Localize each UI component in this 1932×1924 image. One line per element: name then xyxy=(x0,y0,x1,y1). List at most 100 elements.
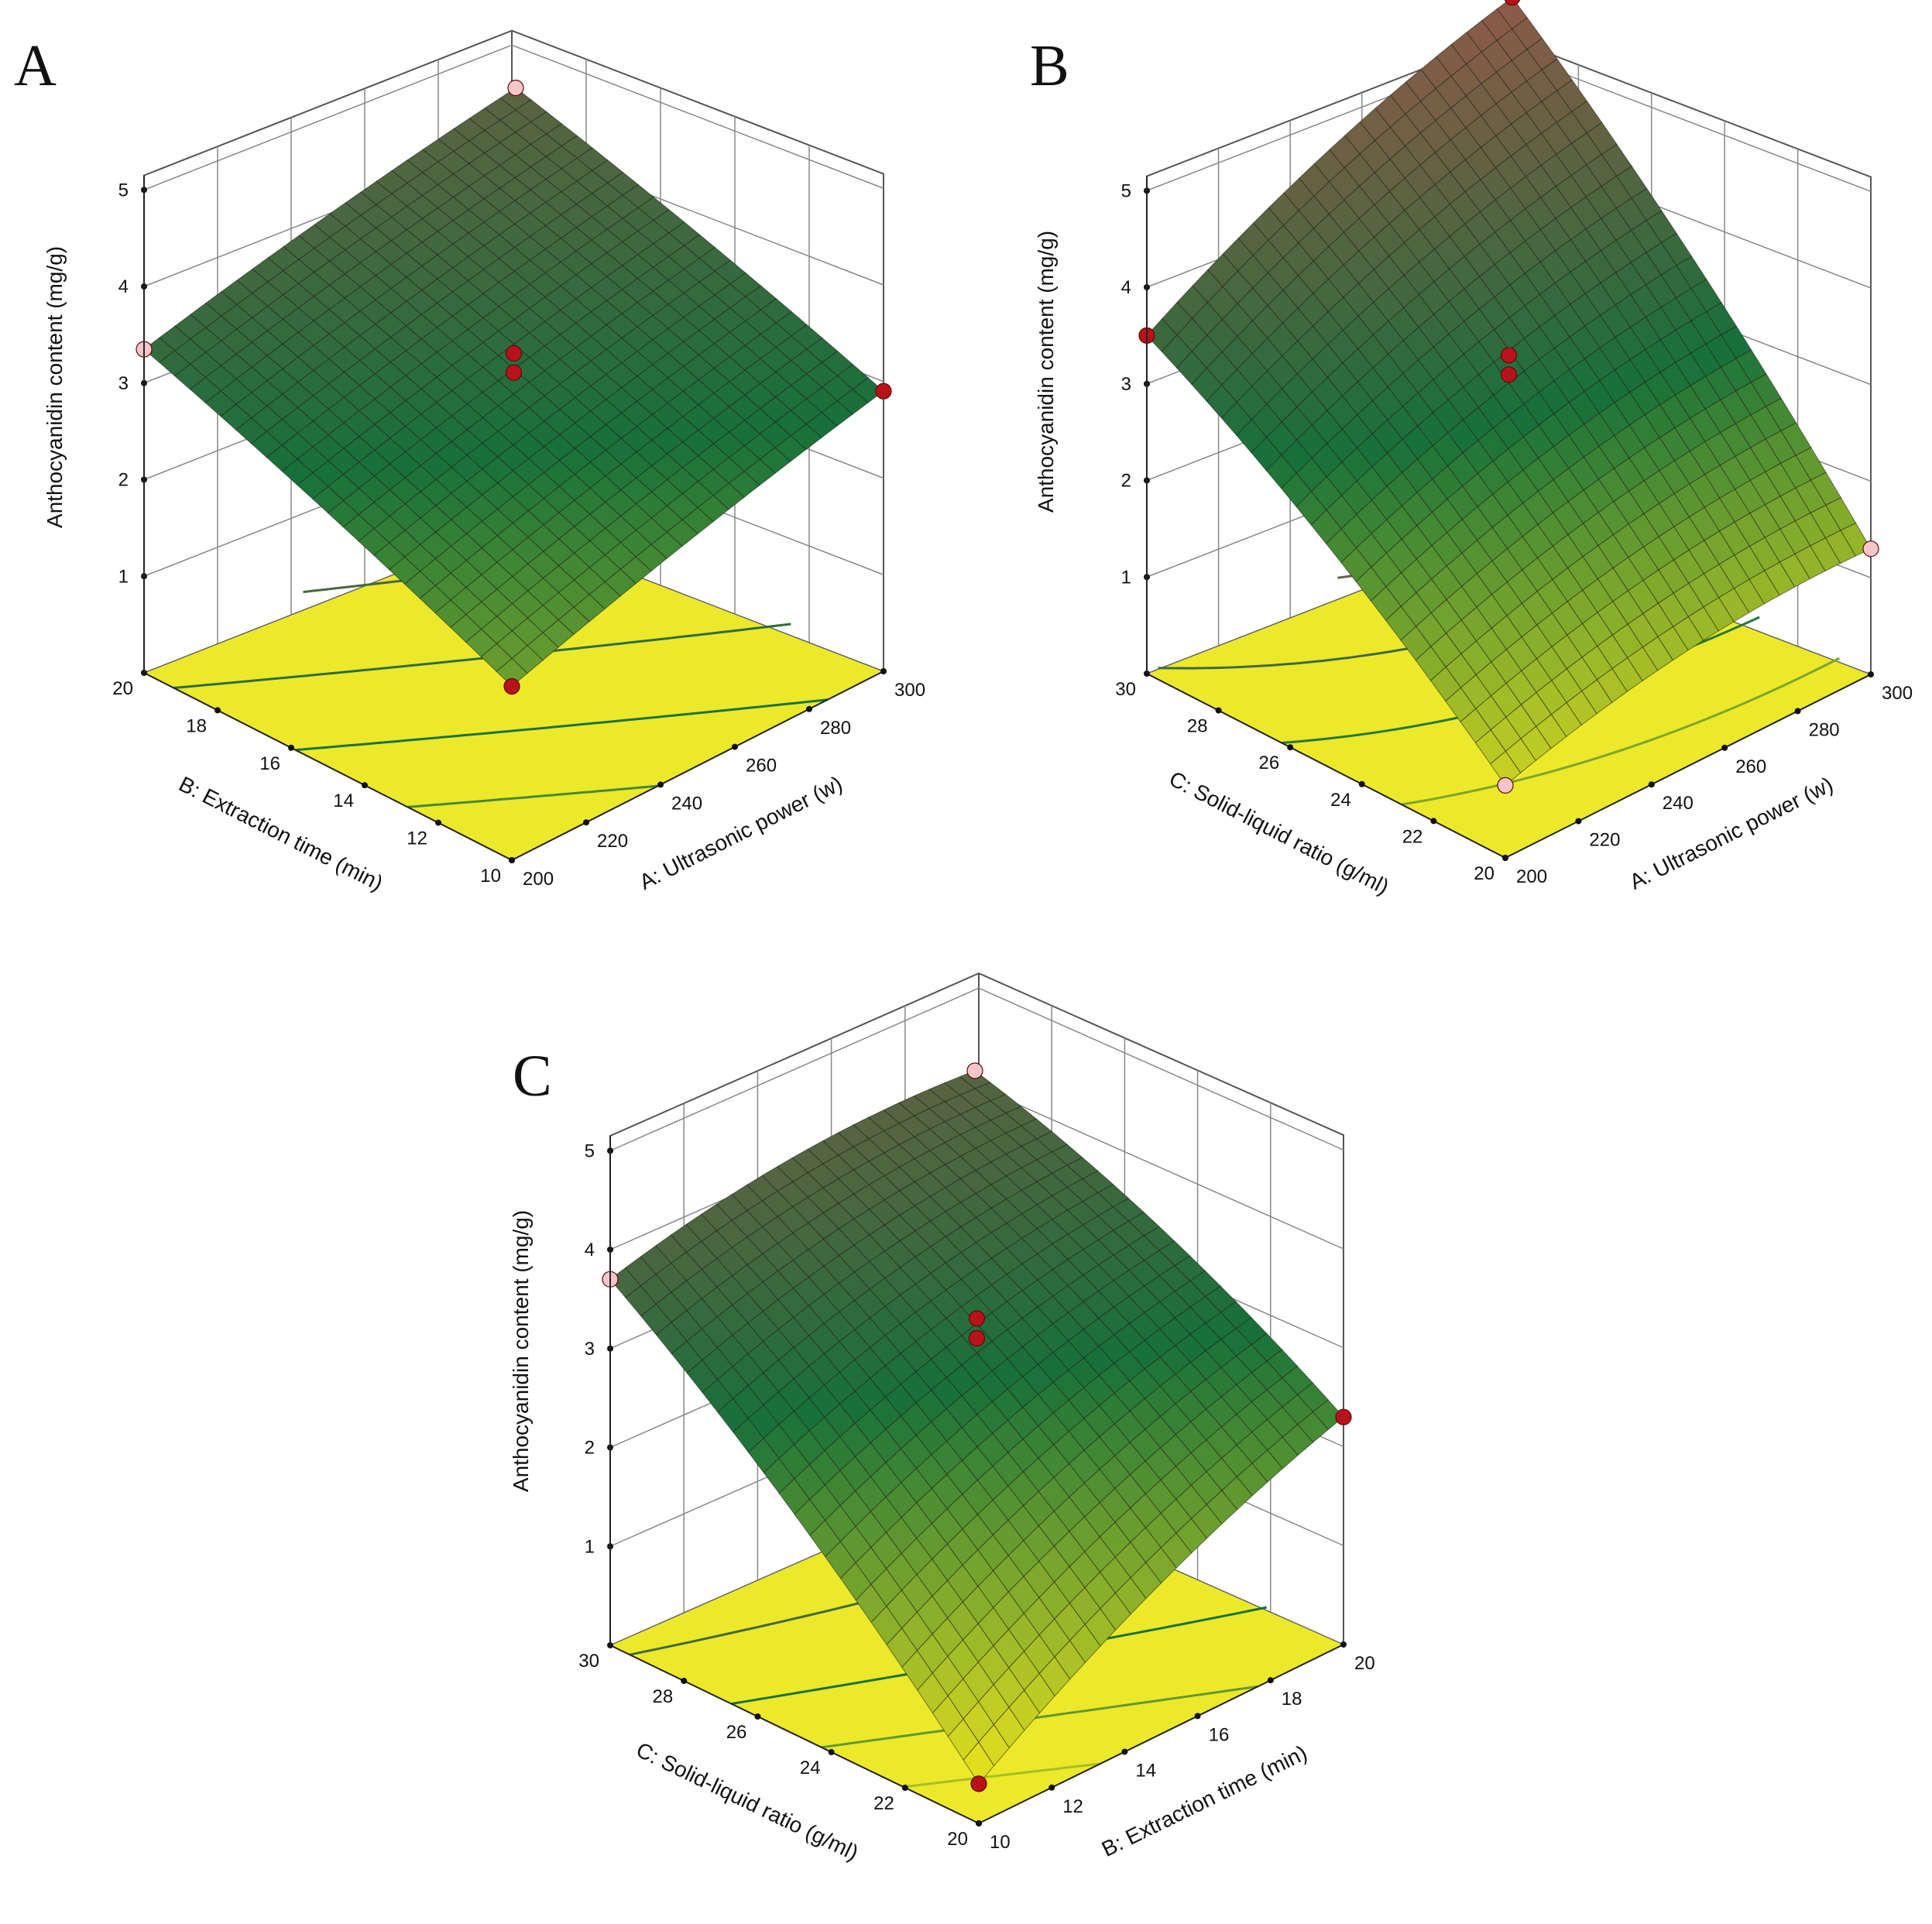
y-tick-label: 26 xyxy=(726,1722,747,1743)
surface-cell xyxy=(496,657,528,688)
design-point xyxy=(1497,777,1514,794)
y-tick-mark xyxy=(1502,855,1508,861)
x-tick-label: 240 xyxy=(1663,793,1694,814)
x-tick-label: 300 xyxy=(1882,683,1913,704)
x-tick-label: 18 xyxy=(1282,1689,1302,1710)
y-axis-title: C: Solid-liquid ratio (g/ml) xyxy=(1165,767,1393,899)
x-tick-label: 10 xyxy=(990,1832,1011,1853)
y-tick-mark xyxy=(1215,707,1222,714)
z-tick-label: 3 xyxy=(585,1339,595,1360)
z-axis-title: Anthocyanidin content (mg/g) xyxy=(1034,231,1058,513)
x-tick-mark xyxy=(1794,708,1801,715)
y-tick-label: 20 xyxy=(112,678,133,699)
y-tick-mark xyxy=(754,1713,761,1720)
x-tick-label: 220 xyxy=(1589,830,1620,851)
x-tick-label: 280 xyxy=(820,718,851,739)
panel-label-a: A xyxy=(14,33,57,98)
z-axis-title: Anthocyanidin content (mg/g) xyxy=(43,246,67,528)
y-tick-mark xyxy=(1358,780,1365,787)
z-tick-label: 1 xyxy=(585,1536,595,1557)
y-tick-label: 20 xyxy=(947,1829,968,1850)
x-tick-label: 12 xyxy=(1062,1796,1083,1817)
x-tick-mark xyxy=(1575,818,1582,825)
design-point xyxy=(1862,540,1879,557)
design-point xyxy=(1500,347,1518,364)
design-point xyxy=(968,1329,986,1347)
y-axis-line xyxy=(609,1644,980,1824)
z-tick-label: 3 xyxy=(118,373,129,394)
x-tick-mark xyxy=(1267,1677,1274,1684)
x-axis-title: A: Ultrasonic power (w) xyxy=(1625,772,1837,894)
z-tick-label: 1 xyxy=(1121,567,1131,588)
design-point xyxy=(505,364,523,381)
x-tick-mark xyxy=(806,705,812,712)
x-tick-mark xyxy=(1721,744,1728,751)
z-tick-label: 4 xyxy=(118,276,129,297)
x-tick-mark xyxy=(880,668,887,674)
x-tick-label: 16 xyxy=(1209,1724,1230,1745)
z-tick-label: 1 xyxy=(118,566,129,587)
z-tick-label: 3 xyxy=(1121,374,1131,395)
design-point xyxy=(875,382,892,400)
x-axis-title: B: Extraction time (min) xyxy=(1098,1741,1311,1861)
y-tick-label: 20 xyxy=(1474,863,1494,884)
z-tick-label: 4 xyxy=(1121,277,1131,298)
x-tick-mark xyxy=(732,743,738,750)
floor-contour xyxy=(407,784,658,808)
design-point xyxy=(507,79,524,97)
y-tick-label: 24 xyxy=(1330,790,1351,811)
surface-cell xyxy=(963,1741,995,1785)
design-point xyxy=(503,677,520,695)
grid-line xyxy=(143,44,884,190)
x-tick-label: 200 xyxy=(1516,866,1547,887)
z-tick-label: 5 xyxy=(1121,180,1131,201)
y-axis-line xyxy=(143,672,513,861)
design-point xyxy=(970,1775,987,1792)
x-axis-line xyxy=(511,670,884,861)
y-tick-label: 28 xyxy=(1187,716,1208,737)
panel-label-b: B xyxy=(1030,33,1069,98)
y-tick-label: 10 xyxy=(480,866,501,887)
z-tick-label: 5 xyxy=(118,180,129,201)
y-tick-label: 18 xyxy=(186,715,207,736)
design-point xyxy=(505,345,523,362)
x-tick-mark xyxy=(1194,1713,1201,1720)
x-tick-mark xyxy=(657,781,664,788)
y-tick-label: 30 xyxy=(1115,679,1136,700)
y-tick-mark xyxy=(976,1820,982,1826)
x-tick-mark xyxy=(1648,781,1655,788)
y-axis-line xyxy=(1146,673,1506,859)
y-tick-label: 26 xyxy=(1258,753,1279,773)
design-point xyxy=(966,1062,983,1079)
x-tick-label: 300 xyxy=(894,680,925,701)
y-tick-label: 12 xyxy=(407,828,427,849)
x-tick-mark xyxy=(1048,1784,1055,1791)
grid-line xyxy=(609,987,1344,1151)
y-tick-mark xyxy=(214,707,221,714)
y-tick-label: 22 xyxy=(1402,826,1423,847)
x-tick-mark xyxy=(1868,671,1874,677)
x-axis-line xyxy=(978,1644,1344,1824)
x-tick-label: 220 xyxy=(597,831,628,852)
z-tick-label: 4 xyxy=(585,1240,595,1260)
y-axis-title: C: Solid-liquid ratio (g/ml) xyxy=(633,1737,863,1865)
x-tick-label: 14 xyxy=(1135,1761,1156,1782)
x-tick-label: 200 xyxy=(523,869,554,890)
y-tick-mark xyxy=(1287,744,1294,751)
surface-plot-a: A 20022024026028030010121416182012345A: … xyxy=(14,29,925,895)
x-tick-mark xyxy=(1121,1748,1128,1755)
x-tick-label: 240 xyxy=(671,793,702,814)
y-tick-mark xyxy=(901,1785,908,1791)
x-tick-mark xyxy=(1340,1641,1347,1648)
y-tick-label: 22 xyxy=(873,1793,894,1814)
y-tick-label: 24 xyxy=(800,1758,821,1778)
y-tick-mark xyxy=(288,744,294,751)
x-tick-label: 260 xyxy=(746,756,777,777)
y-tick-label: 28 xyxy=(652,1686,673,1707)
design-point xyxy=(1504,0,1521,6)
y-tick-mark xyxy=(681,1678,688,1684)
x-axis-line xyxy=(1505,674,1872,859)
y-tick-label: 30 xyxy=(578,1651,599,1672)
